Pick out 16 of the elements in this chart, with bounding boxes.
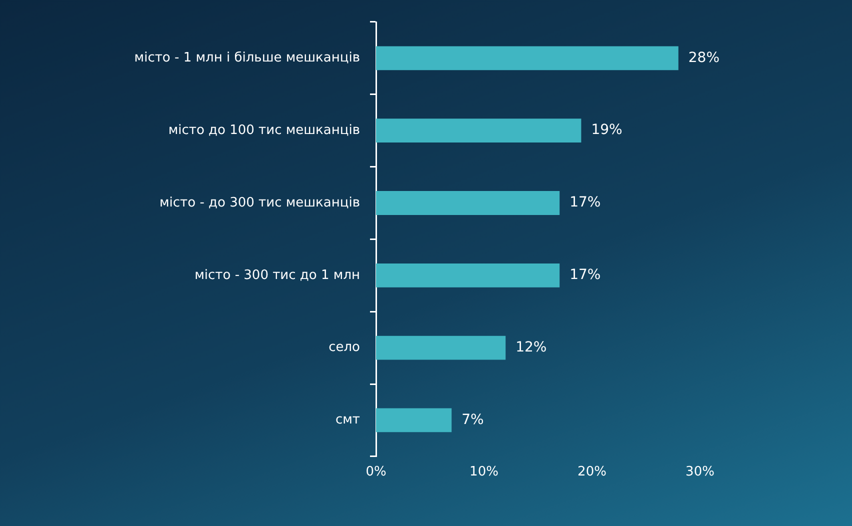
y-tick-label: місто до 100 тис мешканців <box>168 122 360 138</box>
x-tick-label: 20% <box>578 464 606 480</box>
y-tick-label: місто - 1 млн і більше мешканців <box>134 50 360 66</box>
data-label: 17% <box>570 267 601 284</box>
data-label: 28% <box>688 50 720 66</box>
data-label: 12% <box>516 339 547 356</box>
y-tick-label: смт <box>335 412 360 428</box>
y-tick-label: місто - до 300 тис мешканців <box>159 195 360 210</box>
y-tick-label: село <box>328 340 360 356</box>
x-tick-label: 30% <box>686 464 714 480</box>
data-label: 19% <box>591 122 622 138</box>
data-label: 17% <box>570 194 601 211</box>
y-tick-label: місто - 300 тис до 1 млн <box>194 268 360 283</box>
data-label: 7% <box>462 412 484 428</box>
x-tick-label: 0% <box>366 464 386 480</box>
x-tick-label: 10% <box>470 464 498 480</box>
